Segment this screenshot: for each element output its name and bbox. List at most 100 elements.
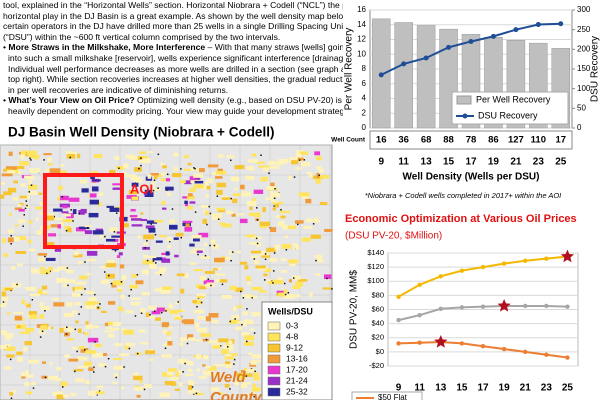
legend-label: $50 Flat xyxy=(378,393,408,400)
legend-label: 21-24 xyxy=(286,375,308,385)
map-cell xyxy=(234,380,240,386)
map-cell xyxy=(168,303,173,309)
well-dot xyxy=(26,204,28,207)
map-cell xyxy=(276,290,287,293)
map-cell xyxy=(205,194,210,198)
map-cell xyxy=(143,192,148,196)
well-dot xyxy=(93,366,95,369)
map-cell xyxy=(95,391,105,395)
map-cell xyxy=(224,362,233,368)
map-cell xyxy=(24,382,30,387)
map-cell xyxy=(187,162,192,166)
well-dot xyxy=(221,283,224,286)
map-cell xyxy=(85,380,90,385)
map-cell xyxy=(169,309,179,315)
map-cell xyxy=(29,314,38,319)
well-dot xyxy=(70,209,72,211)
map-cell xyxy=(205,316,212,322)
text: horizontal play in the DJ Basin is a gre… xyxy=(3,10,343,21)
legend-swatch xyxy=(462,113,468,119)
map-cell xyxy=(107,321,117,326)
map-cell xyxy=(216,343,221,347)
map-cell xyxy=(66,301,73,307)
line-point xyxy=(378,72,384,78)
y-axis-title: Per Well Recovery xyxy=(344,28,355,111)
map-cell xyxy=(301,237,311,242)
well-dot xyxy=(110,282,113,285)
map-cell xyxy=(53,268,61,272)
map-cell xyxy=(212,215,220,220)
count-value: 88 xyxy=(443,135,454,146)
map-cell xyxy=(232,193,241,197)
legend-swatch xyxy=(267,332,281,342)
map-cell xyxy=(114,327,120,331)
well-dot xyxy=(193,167,195,169)
map-cell xyxy=(295,167,303,170)
map-cell xyxy=(225,354,232,357)
count-value: 78 xyxy=(466,135,477,146)
map-cell xyxy=(185,373,194,377)
well-dot xyxy=(231,251,234,253)
map-cell xyxy=(240,383,248,389)
map-cell xyxy=(123,172,127,178)
map-cell xyxy=(65,151,72,154)
map-cell xyxy=(161,200,166,205)
map-cell xyxy=(62,219,73,223)
map-cell xyxy=(55,367,62,371)
y2-tick-label: 100 xyxy=(577,84,591,93)
map-cell xyxy=(194,180,204,184)
map-cell xyxy=(77,328,82,333)
map-cell xyxy=(61,211,69,214)
map-cell xyxy=(41,375,48,379)
map-cell xyxy=(2,296,9,301)
map-cell xyxy=(49,362,53,365)
map-cell xyxy=(129,216,140,220)
map-cell xyxy=(242,294,252,299)
map-cell xyxy=(253,376,260,381)
count-value: 68 xyxy=(421,135,432,146)
map-cell xyxy=(268,166,280,169)
well-dot xyxy=(155,262,157,264)
y-tick-label: $0 xyxy=(376,347,384,356)
map-cell xyxy=(28,286,36,292)
map-cell xyxy=(152,257,163,261)
map-cell xyxy=(134,387,144,391)
map-cell xyxy=(89,199,99,205)
map-cell xyxy=(162,344,170,347)
legend-swatch xyxy=(267,376,281,386)
map-cell xyxy=(18,171,22,175)
map-cell xyxy=(16,325,21,329)
map-cell xyxy=(129,284,139,289)
map-cell xyxy=(138,329,146,333)
map-cell xyxy=(216,207,225,211)
well-dot xyxy=(67,284,69,287)
well-dot xyxy=(274,188,276,190)
y-tick-label: $140 xyxy=(367,248,384,257)
map-cell xyxy=(226,155,235,158)
y-tick-label: $120 xyxy=(367,262,384,271)
well-dot xyxy=(213,244,216,247)
y-tick-label: 4 xyxy=(362,94,367,103)
map-cell xyxy=(180,180,186,184)
well-dot xyxy=(94,341,96,343)
map-cell xyxy=(288,175,292,181)
map-cell xyxy=(270,182,275,187)
map-cell xyxy=(131,224,143,227)
map-cell xyxy=(131,218,142,221)
map-cell xyxy=(231,213,236,217)
map-cell xyxy=(6,170,16,174)
map-cell xyxy=(253,212,261,218)
line-point xyxy=(523,258,528,263)
map-cell xyxy=(243,319,254,325)
map-cell xyxy=(62,205,68,209)
map-cell xyxy=(13,311,24,315)
text-line: Individual well performance decreases as… xyxy=(3,64,343,75)
map-cell xyxy=(205,210,209,216)
bar xyxy=(394,22,413,129)
bullet-lead: What’s Your View on Oil Price? xyxy=(8,95,135,106)
map-cell xyxy=(48,266,53,271)
well-dot xyxy=(283,282,286,285)
well-dot xyxy=(216,195,219,197)
map-cell xyxy=(74,251,79,256)
map-cell xyxy=(57,196,62,201)
